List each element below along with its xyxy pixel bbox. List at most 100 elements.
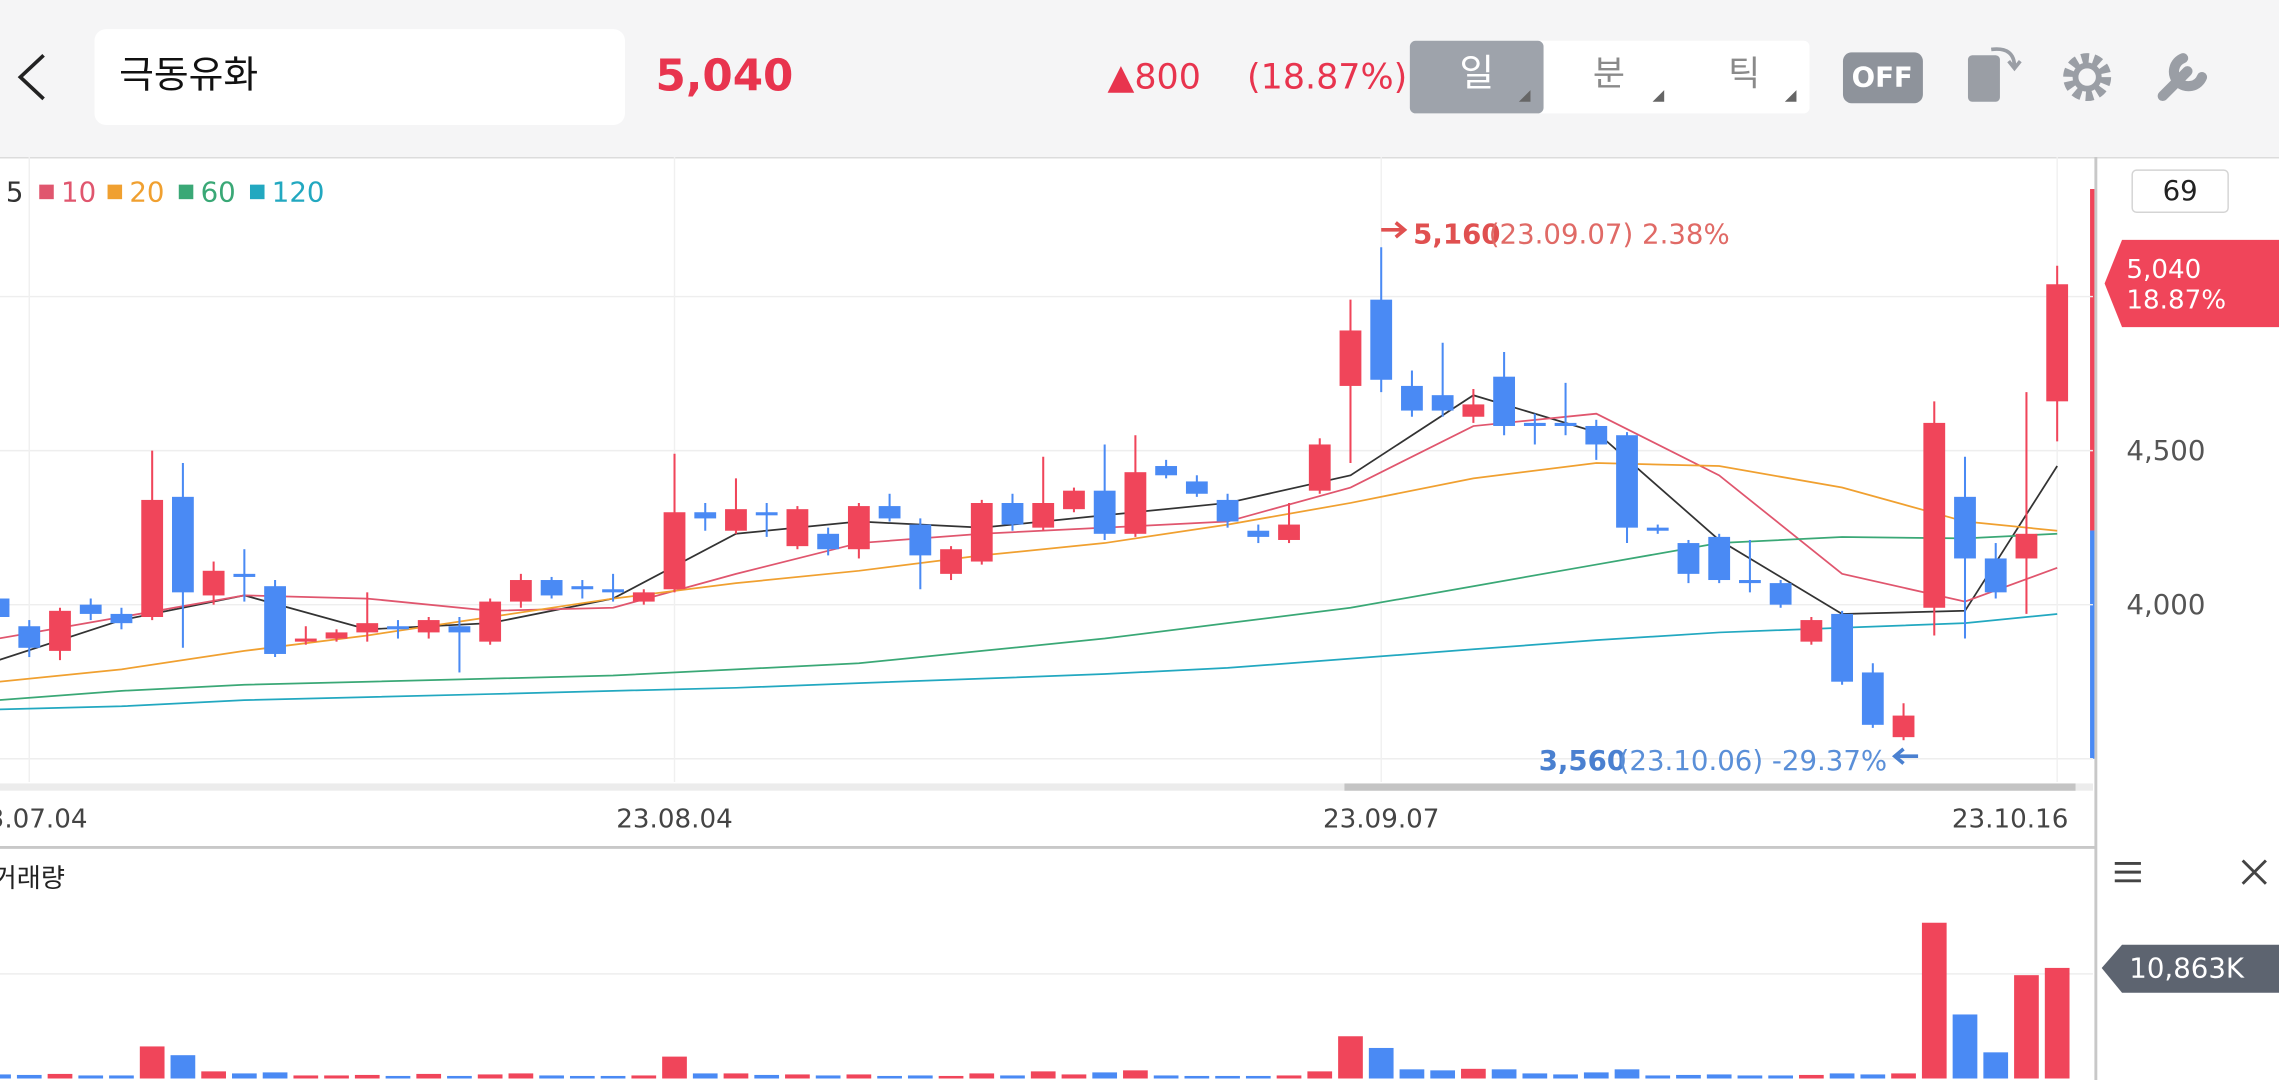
candle-body: [786, 509, 809, 547]
candle-body: [817, 533, 840, 550]
candle-body: [202, 570, 225, 596]
candle-body: [1001, 503, 1024, 525]
volume-bar: [662, 1056, 687, 1079]
volume-bar: [1399, 1069, 1425, 1079]
candle-body: [1861, 672, 1884, 725]
count-box[interactable]: [2131, 169, 2229, 213]
x-tick-label: 23.10.16: [1952, 804, 2068, 834]
x-tick-label: 23.09.07: [1323, 804, 1439, 834]
candle-body: [1308, 444, 1331, 491]
volume-bar: [416, 1073, 442, 1079]
volume-bar: [1307, 1071, 1333, 1079]
tab[interactable]: 일: [1459, 51, 1494, 95]
volume-bar: [1368, 1047, 1394, 1079]
volume-bar: [1092, 1072, 1118, 1079]
moving-average: [0, 532, 2058, 701]
candle-body: [1616, 435, 1638, 528]
candle-body: [1523, 422, 1546, 426]
candle-body: [1278, 524, 1300, 540]
x-tick-label: 23.08.04: [616, 804, 732, 834]
count: 69: [2163, 174, 2198, 207]
candle-body: [509, 580, 532, 602]
menu-icon[interactable]: [2114, 861, 2141, 883]
volume-bar: [1553, 1074, 1578, 1079]
scroll-thumb[interactable]: [1344, 783, 2076, 791]
volume-bar: [1829, 1073, 1855, 1079]
volume-bar: [447, 1075, 472, 1079]
candle-body: [1800, 620, 1823, 642]
candle-body: [1554, 422, 1577, 426]
volume-bar: [1153, 1075, 1179, 1079]
volume-bar: [539, 1075, 564, 1079]
candle-body: [1370, 299, 1393, 380]
volume-bar: [109, 1075, 134, 1079]
candle-body: [1646, 527, 1669, 531]
candle-body: [1984, 558, 2007, 593]
toggle[interactable]: [1842, 52, 1923, 104]
candle-body: [1739, 580, 1761, 584]
candle-body: [632, 592, 655, 602]
annotation-value: 3,560: [1539, 744, 1626, 777]
tools-icon[interactable]: [2157, 53, 2208, 102]
settings-icon-core: [2072, 62, 2102, 92]
candle-body: [1585, 425, 1608, 445]
volume-bar: [1921, 922, 1947, 1079]
volume-bar: [815, 1075, 841, 1079]
candle-body: [417, 620, 440, 633]
candle-body: [970, 503, 993, 562]
volume-bar: [139, 1046, 165, 1079]
legend-label: 120: [272, 175, 325, 208]
volume-bar: [1860, 1074, 1886, 1079]
candle-body: [0, 598, 10, 617]
volume-bar: [2014, 975, 2039, 1079]
volume-bar: [16, 1074, 42, 1079]
candle-body: [294, 638, 317, 642]
volume-bar: [907, 1075, 933, 1079]
volume-bar: [508, 1073, 534, 1079]
volume-bar: [1799, 1074, 1824, 1079]
annotation-arrow: [1891, 747, 1919, 765]
volume-bar: [293, 1075, 319, 1079]
volume-bar: [1706, 1074, 1732, 1079]
range-bar: [2090, 188, 2095, 531]
tab-selected[interactable]: [1409, 40, 1544, 114]
price-tag: [2104, 239, 2279, 328]
tab[interactable]: 분: [1593, 55, 1625, 95]
volume-bar: [354, 1074, 380, 1079]
legend-label: 20: [129, 175, 164, 208]
search-box[interactable]: [94, 29, 625, 126]
candle-body: [1493, 376, 1516, 426]
tab[interactable]: 틱: [1728, 55, 1760, 95]
volume-bar: [1522, 1073, 1548, 1079]
candle-body: [1462, 404, 1485, 417]
candle-body: [479, 601, 502, 642]
close-icon[interactable]: [2241, 859, 2267, 885]
legend-label: 60: [201, 175, 236, 208]
volume-bar: [1030, 1071, 1056, 1079]
volume-bar: [1983, 1052, 2009, 1079]
volume-bar: [1245, 1075, 1271, 1079]
annotation-value: 5,160: [1413, 218, 1500, 251]
range-bar: [2090, 530, 2095, 759]
candle-body: [571, 586, 594, 590]
volume-bar: [1891, 1073, 1916, 1079]
volume-bar: [1768, 1075, 1793, 1079]
volume-bar: [0, 1074, 11, 1079]
scrollbar: [0, 783, 2093, 791]
candle-body: [1954, 496, 1976, 559]
back-button[interactable]: [17, 53, 45, 101]
legend-swatch: [39, 184, 54, 200]
y-tick-label: 4,000: [2126, 588, 2205, 621]
volume-bar: [600, 1075, 626, 1079]
candle-body: [387, 626, 409, 630]
volume-tag-label: 10,863K: [2129, 951, 2245, 984]
candle-body: [755, 512, 778, 516]
candle-body: [1431, 395, 1454, 411]
rotate-icon[interactable]: [1967, 55, 2000, 102]
candle-body: [141, 499, 164, 617]
candle-body: [847, 506, 870, 550]
price: 5,040: [656, 52, 794, 102]
candle-body: [448, 626, 471, 633]
candle-body: [602, 589, 624, 593]
